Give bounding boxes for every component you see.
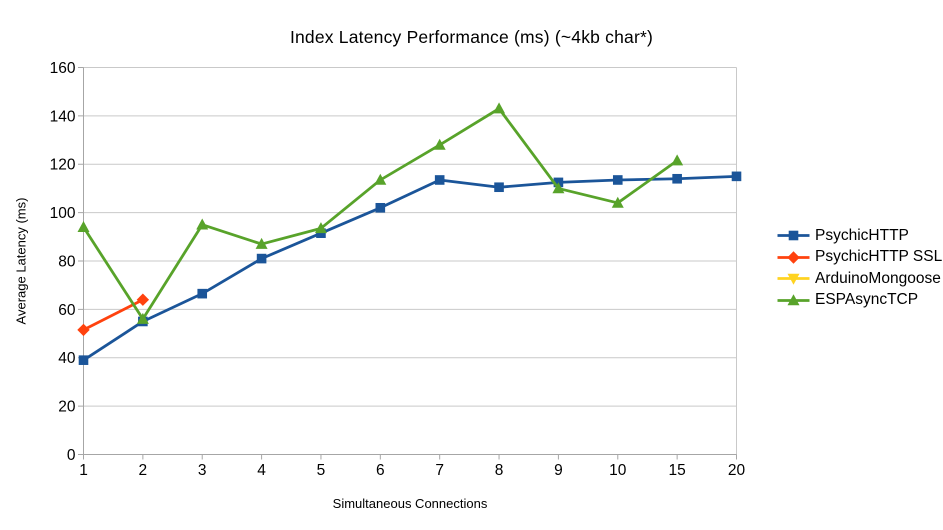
- series-line: [82, 174, 737, 362]
- series-marker: [787, 294, 800, 306]
- series-marker: [196, 218, 209, 230]
- legend-item-arduinomongoose: ArduinoMongoose: [777, 268, 942, 290]
- legend: PsychicHTTP PsychicHTTP SSL ArduinoMongoos…: [777, 225, 942, 311]
- series-psychichttp-ssl: [77, 293, 150, 337]
- y-tick-label: 20: [58, 399, 76, 416]
- series-marker: [671, 154, 684, 166]
- series-marker: [197, 288, 208, 299]
- legend-label: ArduinoMongoose: [815, 269, 941, 287]
- chart-title: Index Latency Performance (ms) (~4kb cha…: [289, 27, 654, 47]
- series-marker: [672, 173, 682, 184]
- series-marker: [434, 175, 445, 185]
- series-marker: [611, 196, 624, 208]
- series-psychichttp: [78, 171, 742, 365]
- series-marker: [552, 182, 565, 194]
- series-marker: [612, 175, 623, 185]
- legend-marker: [788, 230, 799, 241]
- y-tick-label: 80: [58, 253, 76, 270]
- series-marker: [787, 273, 800, 285]
- legend-marker-icon: [777, 230, 810, 241]
- legend-item-espasynctcp: ESPAsyncTCP: [777, 290, 942, 312]
- series-marker: [433, 138, 446, 150]
- y-tick-label: 0: [67, 447, 76, 464]
- legend-marker: [787, 294, 800, 306]
- series-marker: [374, 173, 387, 185]
- legend-label: PsychicHTTP SSL: [815, 248, 943, 266]
- x-tick-label: 8: [495, 462, 504, 479]
- series-marker: [375, 202, 386, 213]
- legend-marker: [787, 273, 800, 285]
- series-marker: [314, 222, 327, 234]
- y-tick-label: 120: [50, 157, 76, 174]
- series-marker: [788, 230, 799, 241]
- legend-marker-icon: [777, 273, 810, 285]
- x-tick-label: 1: [79, 462, 88, 479]
- series-marker: [493, 102, 506, 114]
- series-espasynctcp: [77, 102, 684, 324]
- x-tick-label: 5: [317, 462, 326, 479]
- legend-marker: [787, 251, 800, 264]
- series-marker: [77, 220, 90, 232]
- series-marker: [731, 171, 742, 182]
- series-marker: [256, 253, 267, 264]
- series-marker: [78, 355, 89, 365]
- x-tick-label: 15: [669, 462, 686, 479]
- series-marker: [136, 293, 150, 306]
- series-line: [82, 107, 678, 321]
- series-marker: [787, 251, 800, 264]
- x-axis-title: Simultaneous Connections: [332, 496, 488, 511]
- x-tick-label: 3: [198, 462, 207, 479]
- legend-marker-icon: [777, 294, 810, 306]
- legend-item-psychichttp: PsychicHTTP: [777, 225, 942, 247]
- legend-label: PsychicHTTP: [815, 226, 909, 244]
- series-marker: [77, 323, 90, 337]
- y-tick-label: 100: [50, 205, 76, 222]
- x-tick-label: 6: [376, 462, 385, 479]
- x-tick-label: 4: [257, 462, 266, 479]
- y-tick-label: 140: [50, 108, 76, 125]
- y-tick-label: 160: [50, 60, 76, 77]
- legend-label: ESPAsyncTCP: [815, 291, 919, 309]
- series-marker: [494, 182, 504, 193]
- x-tick-label: 7: [435, 462, 444, 479]
- series-marker: [255, 237, 268, 249]
- series-marker: [136, 312, 149, 324]
- y-tick-label: 40: [58, 350, 76, 367]
- series-marker: [316, 228, 326, 238]
- x-tick-label: 20: [728, 462, 746, 479]
- y-tick-label: 60: [58, 302, 76, 319]
- x-tick-label: 10: [609, 462, 627, 479]
- legend-item-psychichttp-ssl: PsychicHTTP SSL: [777, 247, 942, 269]
- x-tick-label: 2: [139, 462, 148, 479]
- legend-marker-icon: [777, 251, 810, 264]
- x-tick-label: 9: [554, 462, 563, 479]
